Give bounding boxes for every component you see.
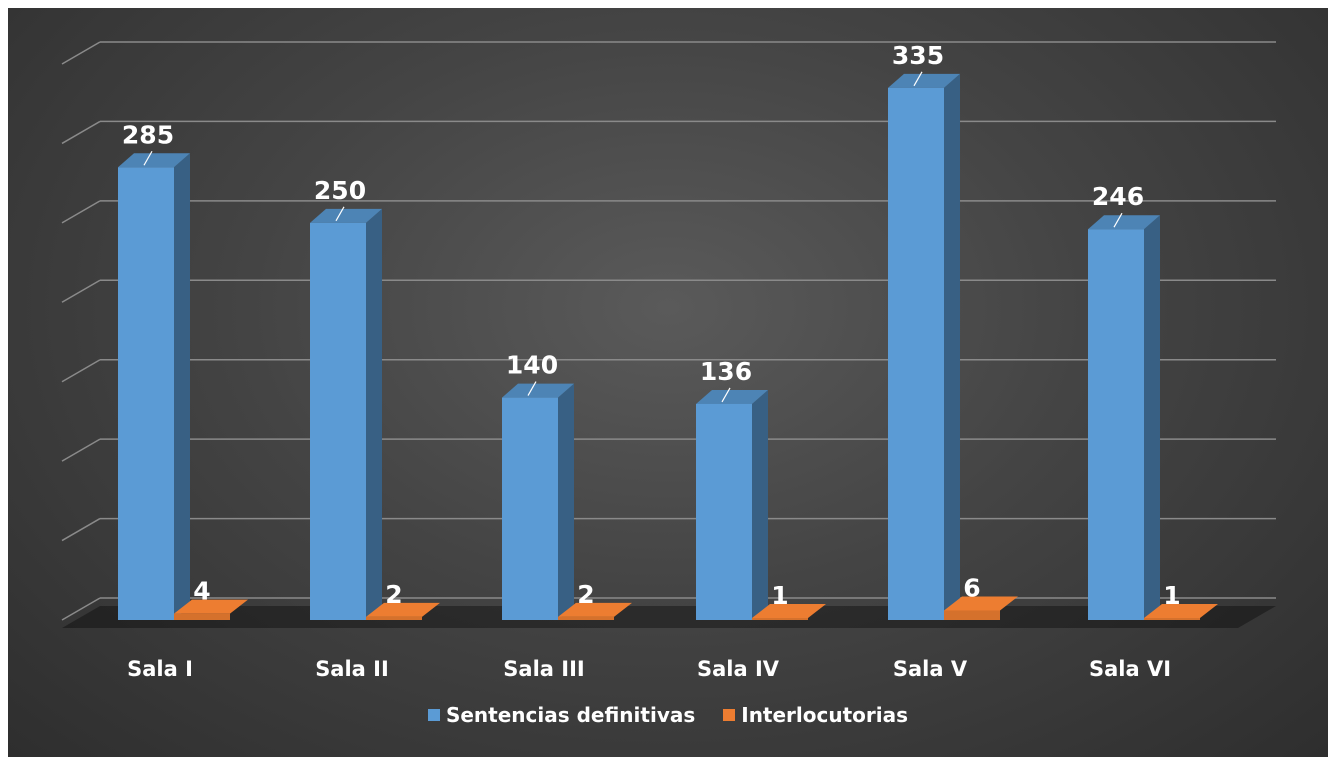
- gridline-side: [61, 597, 101, 621]
- data-label-leader: [721, 387, 731, 403]
- bar-sentencias-top: [118, 153, 190, 168]
- bar-sentencias-top: [696, 389, 768, 404]
- data-label-leader: [527, 381, 537, 396]
- data-label-sentencias: 250: [314, 176, 366, 205]
- category-label: Sala IV: [697, 657, 780, 681]
- category-label: Sala II: [315, 657, 389, 681]
- data-label-sentencias: 285: [122, 120, 174, 149]
- data-label-leader: [1113, 212, 1123, 228]
- bar-sentencias-side: [752, 389, 768, 620]
- bar-sentencias-top: [502, 383, 574, 398]
- data-label-leader: [335, 206, 345, 222]
- bar-sentencias-top: [1088, 215, 1160, 230]
- bar-interlocutorias: [1144, 618, 1200, 620]
- data-label-leader: [913, 71, 923, 87]
- bar-sentencias-side: [174, 153, 190, 620]
- legend-label-sentencias: Sentencias definitivas: [445, 703, 696, 727]
- data-label-sentencias: 136: [700, 357, 752, 386]
- bar-interlocutorias: [944, 610, 1000, 620]
- gridline-side: [61, 438, 101, 462]
- data-label-sentencias: 140: [506, 351, 558, 380]
- bar-sentencias: [502, 397, 558, 620]
- gridline-side: [61, 279, 101, 303]
- legend-item-interlocutorias: Interlocutorias: [723, 703, 908, 727]
- bar-interlocutorias-top: [174, 599, 248, 614]
- data-label-sentencias: 335: [892, 41, 944, 70]
- bar-sentencias-side: [558, 383, 574, 620]
- bar-sentencias: [1088, 229, 1144, 620]
- bar-sentencias: [118, 167, 174, 620]
- bar-interlocutorias: [558, 616, 614, 620]
- bar-sentencias-side: [944, 73, 960, 621]
- bar-sentencias-side: [1144, 215, 1160, 620]
- bar-interlocutorias: [174, 613, 230, 620]
- bar-interlocutorias-top: [366, 602, 440, 617]
- legend-swatch-sentencias: [427, 709, 440, 721]
- legend-swatch-interlocutorias: [723, 709, 736, 721]
- bar-sentencias: [310, 222, 366, 620]
- category-label: Sala I: [127, 657, 193, 681]
- data-label-leader: [143, 150, 153, 166]
- data-label-sentencias: 246: [1092, 182, 1144, 211]
- gridline-side: [61, 200, 101, 224]
- bar-sentencias: [696, 403, 752, 620]
- data-label-interlocutorias: 4: [193, 577, 210, 606]
- bar-interlocutorias-top: [1144, 604, 1218, 618]
- gridline-side: [61, 41, 101, 65]
- data-label-interlocutorias: 1: [771, 581, 788, 610]
- bar-interlocutorias: [366, 616, 422, 620]
- bar-sentencias-top: [310, 208, 382, 223]
- gridline-side: [61, 359, 101, 383]
- data-label-interlocutorias: 1: [1163, 581, 1180, 610]
- bar-interlocutorias-top: [752, 604, 826, 618]
- bar-interlocutorias-top: [558, 602, 632, 617]
- gridline-side: [61, 120, 101, 145]
- legend: Sentencias definitivas Interlocutorias: [0, 703, 1336, 727]
- legend-label-interlocutorias: Interlocutorias: [741, 703, 909, 727]
- bar-interlocutorias: [752, 618, 808, 620]
- category-label: Sala III: [503, 657, 584, 681]
- bar-sentencias-top: [888, 73, 960, 88]
- legend-item-sentencias: Sentencias definitivas: [427, 703, 696, 727]
- data-label-interlocutorias: 6: [963, 573, 980, 602]
- category-label: Sala V: [893, 657, 968, 681]
- bar-interlocutorias-top: [944, 596, 1018, 611]
- data-label-interlocutorias: 2: [577, 580, 594, 609]
- gridline-side: [61, 517, 101, 542]
- bar-sentencias: [888, 87, 944, 621]
- data-label-interlocutorias: 2: [385, 580, 402, 609]
- category-label: Sala VI: [1089, 657, 1171, 681]
- bar-sentencias-side: [366, 208, 382, 620]
